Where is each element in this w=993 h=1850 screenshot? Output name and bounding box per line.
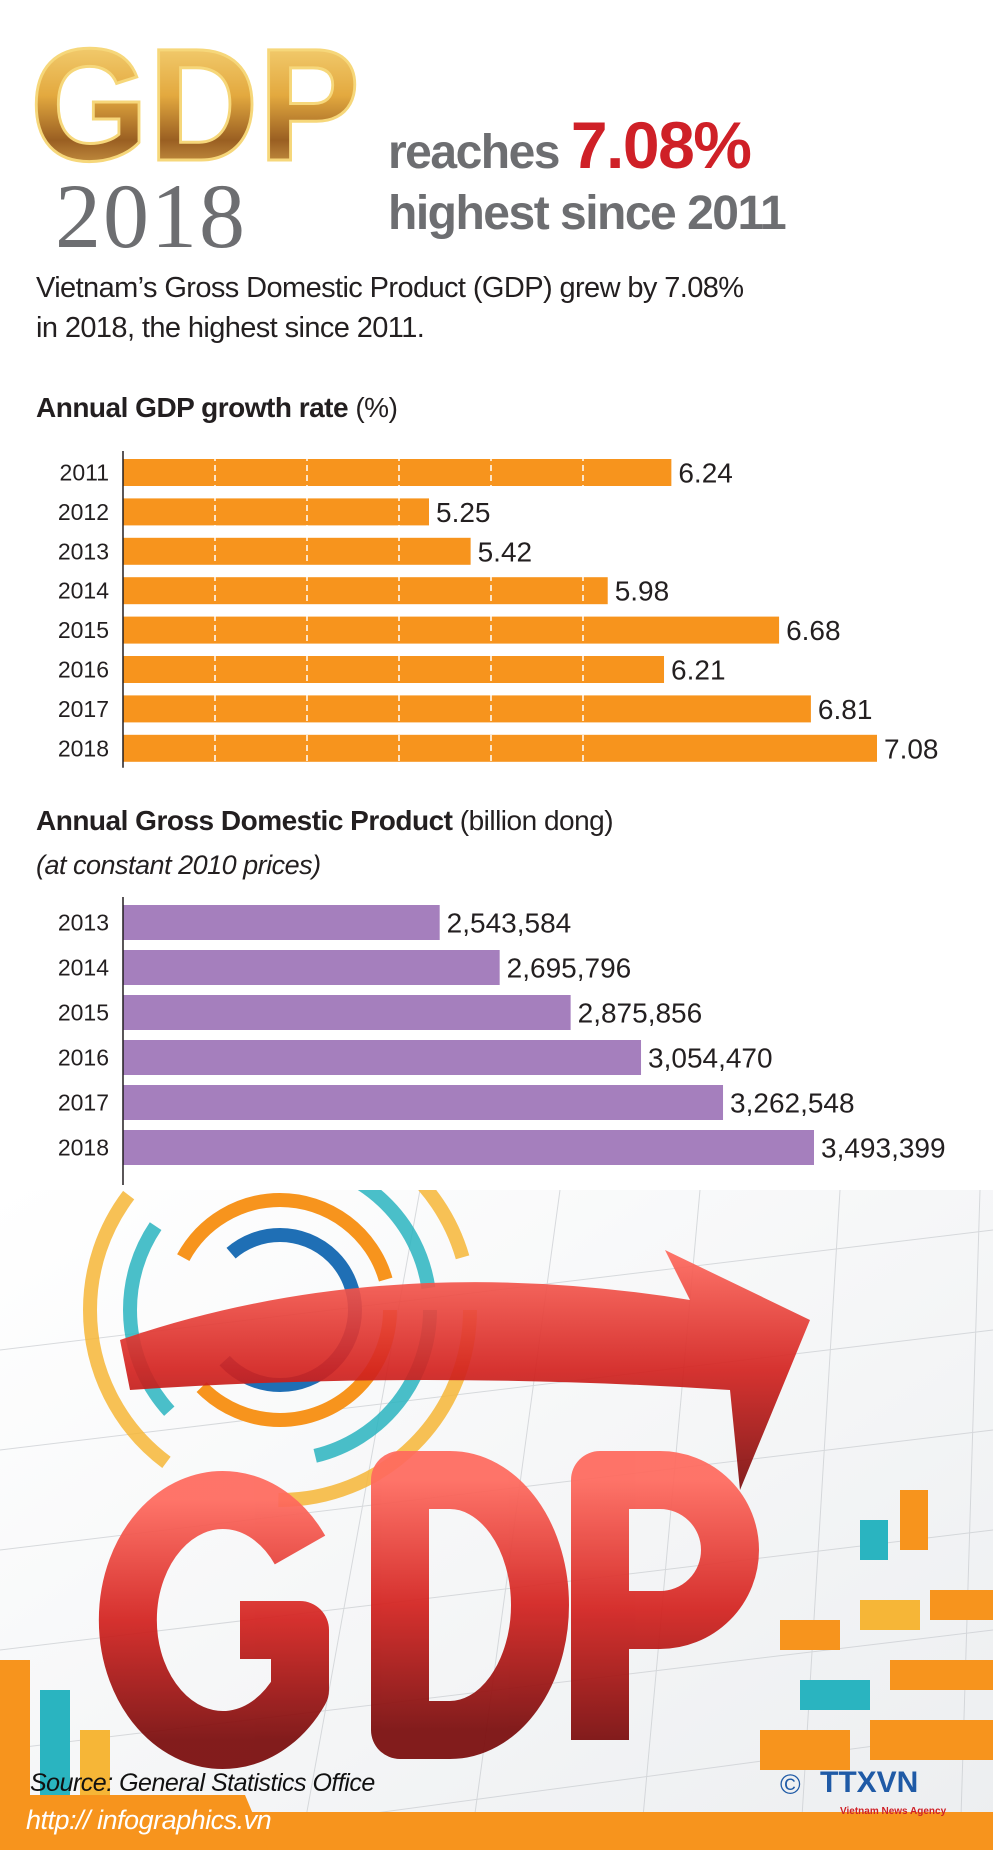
svg-text:GDP: GDP xyxy=(30,38,360,166)
ttxvn-logo: © TTXVN Vietnam News Agency xyxy=(780,1766,947,1817)
value-label: 3,262,548 xyxy=(730,1088,855,1119)
category-label: 2013 xyxy=(58,910,109,936)
bar-2017 xyxy=(123,1085,724,1120)
gdp-gold-logo: GDP xyxy=(30,38,362,166)
bar-2012 xyxy=(123,498,430,526)
intro-text: Vietnam’s Gross Domestic Product (GDP) g… xyxy=(36,268,936,348)
value-label: 6.81 xyxy=(818,694,873,725)
category-label: 2011 xyxy=(60,460,109,486)
growth-chart-title: Annual GDP growth rate (%) xyxy=(36,392,398,424)
bar-2013 xyxy=(123,537,471,565)
growth-title-unit: (%) xyxy=(355,392,398,423)
value-label: 5.98 xyxy=(615,576,670,607)
year-heading: 2018 xyxy=(55,165,247,267)
gdp-value-chart: 2013 2,543,584 2014 2,695,796 2015 2,875,856 2… xyxy=(58,897,946,1185)
value-label: 2,695,796 xyxy=(507,953,632,984)
intro-line2: in 2018, the highest since 2011. xyxy=(36,312,425,344)
source-text: Source: General Statistics Office xyxy=(30,1769,375,1797)
headline-line1: reaches 7.08% xyxy=(388,112,752,179)
footer-tab xyxy=(0,1795,268,1850)
gdp-illustration xyxy=(0,1190,993,1850)
bar-2018 xyxy=(123,1130,814,1165)
bar-2015 xyxy=(123,995,571,1030)
value-label: 6.68 xyxy=(786,615,841,646)
headline-value: 7.08% xyxy=(570,108,752,182)
category-label: 2018 xyxy=(58,735,109,761)
gdp-3d-letters-graphic xyxy=(98,1451,759,1769)
red-arrow-graphic xyxy=(120,1250,810,1490)
bar-2011 xyxy=(123,459,672,486)
bar-2015 xyxy=(123,616,780,644)
gdp-title-unit: (billion dong) xyxy=(459,805,614,836)
copyright-icon: © xyxy=(780,1769,801,1800)
bar-2016 xyxy=(123,656,665,683)
bar-2018 xyxy=(123,734,877,762)
value-label: 7.08 xyxy=(884,733,939,764)
value-label: 2,543,584 xyxy=(447,908,572,939)
growth-title-text: Annual GDP growth rate xyxy=(36,392,349,423)
bar-2016 xyxy=(123,1040,642,1075)
category-label: 2014 xyxy=(58,578,109,604)
category-label: 2012 xyxy=(58,499,109,525)
value-label: 3,493,399 xyxy=(821,1133,946,1164)
category-label: 2015 xyxy=(58,617,109,643)
headline-prefix: reaches xyxy=(388,126,560,179)
category-label: 2017 xyxy=(58,696,109,722)
value-label: 3,054,470 xyxy=(648,1043,773,1074)
value-label: 6.24 xyxy=(678,458,733,489)
bar-2014 xyxy=(123,577,608,605)
bar-2014 xyxy=(123,950,500,985)
ttxvn-tagline: Vietnam News Agency xyxy=(840,1806,947,1817)
value-label: 6.21 xyxy=(671,655,726,686)
growth-rate-chart: 2011 6.24 2012 5.25 2013 5.42 2014 5.98 2015 6.68… xyxy=(58,451,939,768)
bar-2013 xyxy=(123,905,440,940)
ttxvn-logo-text: TTXVN xyxy=(820,1766,918,1799)
category-label: 2014 xyxy=(58,955,109,981)
gdp-title-text: Annual Gross Domestic Product xyxy=(36,805,453,836)
category-label: 2015 xyxy=(58,1000,109,1026)
headline-line2: highest since 2011 xyxy=(388,187,787,240)
value-label: 2,875,856 xyxy=(578,998,703,1029)
intro-line1: Vietnam’s Gross Domestic Product (GDP) g… xyxy=(36,272,744,304)
value-label: 5.42 xyxy=(478,536,533,567)
category-label: 2016 xyxy=(58,1045,109,1071)
category-label: 2013 xyxy=(58,538,109,564)
website-link[interactable]: http:// infographics.vn xyxy=(26,1805,272,1835)
category-label: 2018 xyxy=(58,1135,109,1161)
bar-2017 xyxy=(123,695,811,723)
category-label: 2017 xyxy=(58,1090,109,1116)
category-label: 2016 xyxy=(58,657,109,683)
value-label: 5.25 xyxy=(436,497,491,528)
gdp-chart-subtitle: (at constant 2010 prices) xyxy=(36,850,321,880)
gdp-chart-title: Annual Gross Domestic Product (billion d… xyxy=(36,805,614,837)
